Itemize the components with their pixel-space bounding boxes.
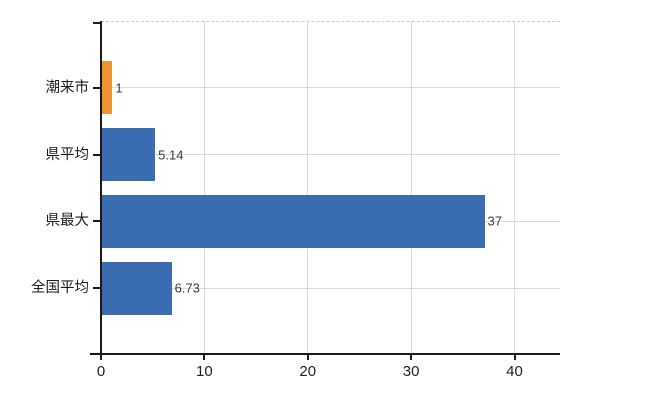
category-label-3: 全国平均	[31, 279, 89, 296]
x-axis-tick	[410, 355, 413, 360]
y-axis-category-tick	[93, 86, 101, 89]
bar-value-label: 37	[487, 213, 502, 229]
horizontal-gridline	[101, 154, 560, 156]
vertical-gridline	[203, 21, 205, 355]
category-label-2: 県最大	[45, 213, 90, 230]
x-axis-tick	[100, 355, 102, 360]
vertical-gridline	[514, 21, 515, 355]
y-axis-category-tick	[93, 287, 101, 290]
y-axis-line	[100, 21, 102, 360]
x-axis-line	[90, 353, 560, 355]
bar-value-label: 5.14	[158, 147, 184, 163]
vertical-gridline	[307, 21, 309, 355]
x-axis-tick	[306, 355, 309, 360]
category-label-0: 潮来市	[45, 79, 90, 96]
vertical-gridline	[410, 21, 412, 355]
chart-bar-2	[102, 194, 485, 248]
category-label-1: 県平均	[45, 146, 90, 163]
y-axis-top-tick	[93, 22, 101, 24]
x-tick-label-4: 40	[506, 363, 523, 380]
x-tick-label-3: 30	[402, 363, 420, 380]
x-tick-label-0: 0	[96, 363, 106, 380]
x-axis-tick	[513, 355, 516, 360]
plot-top-border	[101, 21, 560, 22]
horizontal-gridline	[101, 287, 560, 289]
bar-value-label: 6.73	[174, 280, 200, 296]
x-tick-label-1: 10	[196, 363, 213, 380]
chart-bar-1	[102, 128, 156, 182]
x-axis-tick	[203, 355, 206, 360]
y-axis-category-tick	[93, 220, 101, 223]
chart-bar-3	[102, 261, 172, 315]
x-tick-label-2: 20	[299, 363, 317, 380]
y-axis-category-tick	[93, 153, 101, 156]
horizontal-gridline	[101, 87, 560, 89]
chart-bar-0	[102, 61, 113, 115]
bar-value-label: 1	[115, 80, 123, 96]
